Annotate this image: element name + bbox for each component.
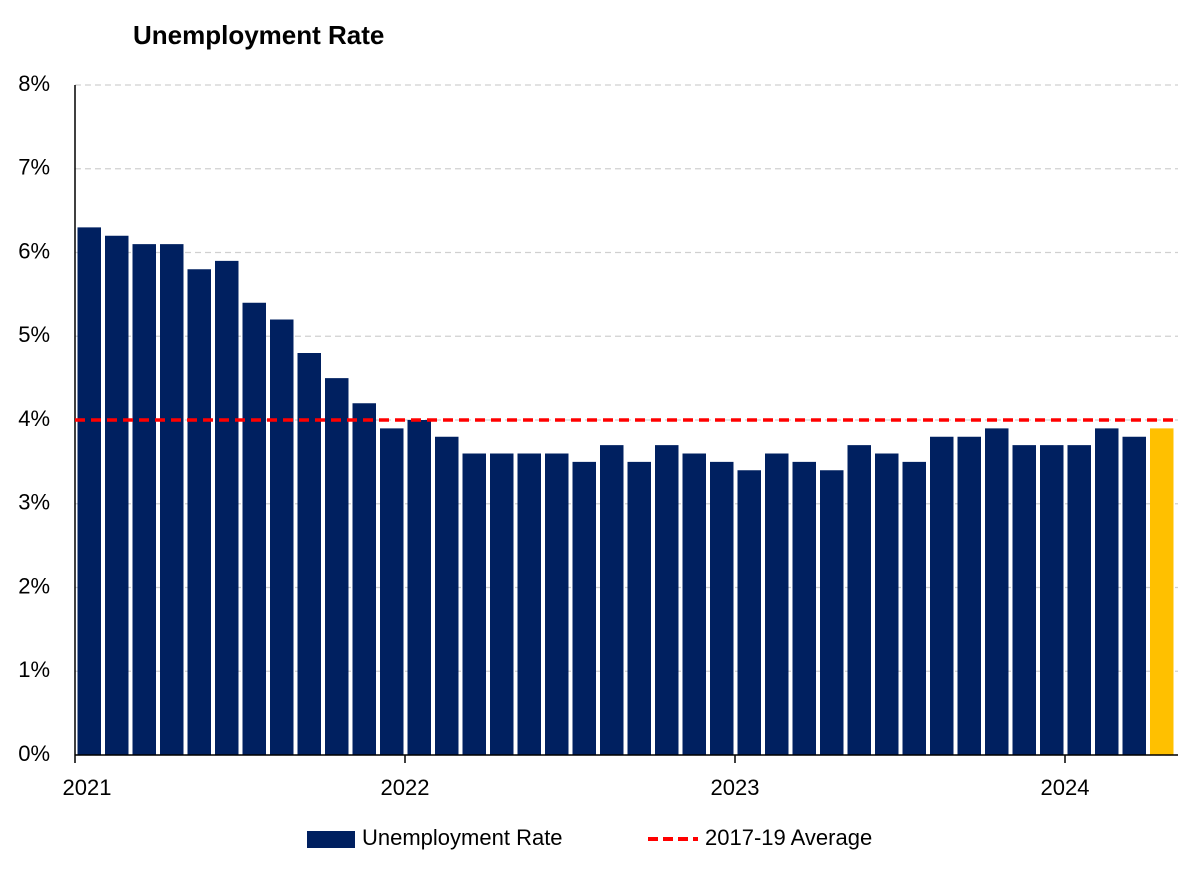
y-tick-label: 4% (18, 406, 50, 431)
chart-title: Unemployment Rate (133, 20, 384, 50)
bar (875, 453, 899, 755)
bar (737, 470, 761, 755)
bar (132, 244, 156, 755)
bar (655, 445, 679, 755)
y-tick-label: 1% (18, 657, 50, 682)
x-tick-label: 2023 (711, 775, 760, 800)
bar (600, 445, 624, 755)
bar (270, 319, 294, 755)
legend-swatch (307, 831, 355, 848)
x-tick-label: 2021 (63, 775, 112, 800)
y-tick-label: 2% (18, 573, 50, 598)
bar (242, 302, 266, 755)
y-tick-label: 7% (18, 155, 50, 180)
bar (545, 453, 569, 755)
legend-label: 2017-19 Average (705, 825, 872, 850)
bar (1012, 445, 1036, 755)
y-tick-label: 8% (18, 71, 50, 96)
bar (985, 428, 1009, 755)
y-tick-label: 3% (18, 490, 50, 515)
bar (105, 235, 129, 755)
x-tick-label: 2022 (381, 775, 430, 800)
bar (847, 445, 871, 755)
legend-label: Unemployment Rate (362, 825, 563, 850)
bar (160, 244, 184, 755)
bar (352, 403, 376, 755)
bar (325, 378, 349, 755)
bar (820, 470, 844, 755)
bar (957, 436, 981, 755)
bar (380, 428, 404, 755)
bar (1067, 445, 1091, 755)
bar (627, 461, 651, 755)
y-tick-label: 6% (18, 238, 50, 263)
x-tick-label: 2024 (1041, 775, 1090, 800)
y-tick-label: 5% (18, 322, 50, 347)
bar (792, 461, 816, 755)
bar (187, 269, 211, 755)
y-tick-label: 0% (18, 741, 50, 766)
bar (765, 453, 789, 755)
bar (77, 227, 101, 755)
bar (572, 461, 596, 755)
bar (517, 453, 541, 755)
bar (215, 260, 239, 755)
bar (297, 353, 321, 755)
bar (930, 436, 954, 755)
bar (1150, 428, 1174, 755)
bar (407, 420, 431, 755)
bar (1095, 428, 1119, 755)
bar (710, 461, 734, 755)
bar (902, 461, 926, 755)
bar (1122, 436, 1146, 755)
bar (682, 453, 706, 755)
bar (490, 453, 514, 755)
bar (462, 453, 486, 755)
bar (435, 436, 459, 755)
bar (1040, 445, 1064, 755)
